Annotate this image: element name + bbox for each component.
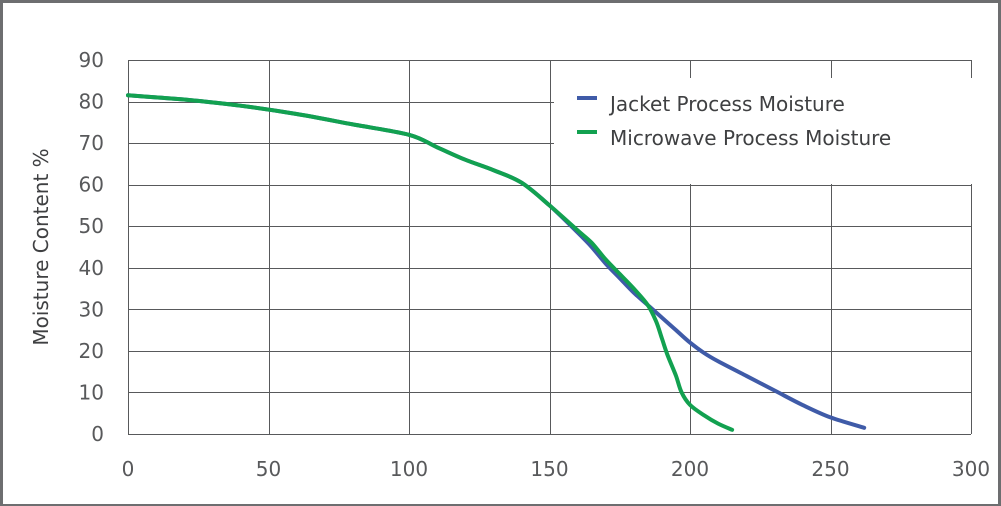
y-tick-label: 80: [79, 90, 104, 114]
y-tick-label: 10: [79, 380, 104, 404]
y-tick-label: 20: [79, 339, 104, 363]
y-tick-label: 60: [79, 173, 104, 197]
series-line-microwave: [126, 93, 735, 432]
y-tick-label: 90: [79, 48, 104, 72]
tick-labels: 0 10 20 30 40 50 60 70 80 90 0 50 100 150 200 250 300: [79, 48, 991, 481]
y-tick-label: 50: [79, 214, 104, 238]
x-tick-label: 0: [122, 457, 135, 481]
y-tick-label: 70: [79, 131, 104, 155]
x-tick-label: 50: [256, 457, 281, 481]
legend-label-jacket: Jacket Process Moisture: [608, 92, 845, 116]
legend-label-microwave: Microwave Process Moisture: [610, 126, 891, 150]
x-tick-label: 250: [811, 457, 849, 481]
x-tick-label: 150: [530, 457, 568, 481]
x-tick-label: 300: [952, 457, 990, 481]
x-tick-label: 100: [390, 457, 428, 481]
y-tick-label: 0: [91, 422, 104, 446]
y-tick-label: 40: [79, 256, 104, 280]
series-lines: [126, 93, 867, 432]
legend: Jacket Process Moisture Microwave Proces…: [554, 78, 974, 184]
grid-lines: [128, 60, 972, 435]
x-tick-label: 200: [671, 457, 709, 481]
y-axis-label: Moisture Content %: [29, 148, 53, 345]
y-tick-label: 30: [79, 297, 104, 321]
legend-background: [554, 78, 974, 184]
